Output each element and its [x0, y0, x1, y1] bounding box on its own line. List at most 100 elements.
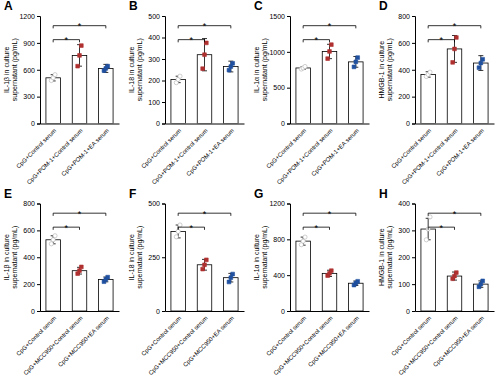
- plot-area: [296, 43, 363, 124]
- dot: [354, 60, 358, 64]
- tick-mark: [287, 239, 290, 240]
- significance-label: *: [328, 21, 332, 31]
- tick-label: 500: [148, 200, 160, 207]
- tick-mark: [412, 311, 415, 312]
- bar: [99, 68, 113, 123]
- tick-mark: [412, 284, 415, 285]
- x-axis: CpG+Control serumCpG+POM-1+Control serum…: [15, 124, 119, 186]
- x-tick: CpG+MCC950+EA serum: [57, 311, 110, 368]
- tick-label: 200: [398, 254, 410, 261]
- dot: [326, 57, 330, 61]
- y-tick: 0: [281, 308, 290, 315]
- y-axis: 0200400600800: [23, 200, 40, 314]
- axis-line: [37, 17, 41, 125]
- bar: [447, 276, 461, 311]
- plot-area: [171, 223, 238, 311]
- y-tick: 1200: [19, 13, 40, 20]
- dot: [79, 265, 83, 269]
- y-axis: 04008001200: [269, 200, 290, 314]
- x-tick: CpG+POM-1+EA serum: [310, 124, 360, 178]
- tick-label: 100: [148, 99, 160, 106]
- y-tick: 400: [398, 200, 415, 207]
- dot: [78, 54, 82, 58]
- x-tick: CpG+MCC950+Control serum: [272, 311, 333, 375]
- tick-label: 800: [398, 13, 410, 20]
- dot: [178, 223, 182, 227]
- significance-label: *: [440, 223, 444, 233]
- dot: [106, 275, 110, 279]
- y-tick: 0: [31, 120, 40, 127]
- axis-line: [287, 17, 291, 125]
- dot: [424, 238, 428, 242]
- panel-label: C: [254, 0, 263, 13]
- dot: [231, 61, 235, 65]
- tick-mark: [37, 97, 40, 98]
- panel-label: B: [129, 0, 138, 13]
- dot: [231, 272, 235, 276]
- significance-label: *: [65, 223, 69, 233]
- dot: [204, 258, 208, 262]
- y-tick: 900: [23, 40, 40, 47]
- tick-label: CpG+POM-1+Control serum: [151, 127, 209, 185]
- y-axis-title: IL-1α in culturesupernatant (pg/mL): [253, 38, 269, 101]
- x-tick: CpG+POM-1+EA serum: [185, 124, 235, 178]
- tick-mark: [412, 97, 415, 98]
- y-tick: 0: [31, 308, 40, 315]
- y-tick: 600: [398, 40, 415, 47]
- x-tick: CpG+MCC950+Control serum: [397, 311, 458, 375]
- x-tick: CpG+MCC950+Control serum: [147, 311, 208, 375]
- tick-mark: [287, 124, 290, 125]
- y-axis-title: IL-1α in culturesupernatant (pg/mL): [253, 226, 269, 289]
- dot: [204, 41, 208, 45]
- tick-mark: [287, 204, 290, 205]
- axis-line: [37, 204, 41, 312]
- tick-label: 800: [273, 236, 285, 243]
- bar: [296, 68, 310, 124]
- y-axis: 050010001500: [269, 13, 290, 128]
- y-axis-title: IL-18 in culturesupernatant (pg/mL): [128, 38, 144, 101]
- y-tick: 100: [398, 281, 415, 288]
- panel: 0200400600800CpG+Control serumCpG+MCC950…: [3, 187, 120, 375]
- dot: [329, 269, 333, 273]
- dot: [201, 67, 205, 71]
- panel: 0200400600800CpG+Control serumCpG+POM-1+…: [378, 0, 495, 185]
- dot: [49, 242, 53, 246]
- x-tick: CpG+MCC950+EA serum: [432, 311, 485, 368]
- tick-label: 0: [281, 120, 285, 127]
- tick-mark: [287, 52, 290, 53]
- dot: [352, 65, 356, 69]
- tick-mark: [37, 124, 40, 125]
- x-tick: CpG+POM-1+EA serum: [435, 124, 485, 178]
- dot: [51, 238, 55, 242]
- panel-label: A: [4, 0, 13, 13]
- axis-line: [416, 124, 495, 125]
- tick-mark: [37, 70, 40, 71]
- y-tick: 0: [281, 120, 290, 127]
- x-axis: CpG+Control serumCpG+POM-1+Control serum…: [265, 124, 369, 186]
- panel: 0100200300400500CpG+Control serumCpG+POM…: [128, 0, 245, 185]
- dot: [481, 279, 485, 283]
- tick-mark: [412, 70, 415, 71]
- dot: [481, 57, 485, 61]
- y-axis-title: IL-18 in culturesupernatant (pg/mL): [128, 226, 144, 289]
- dot: [203, 263, 207, 267]
- dot: [78, 269, 82, 273]
- dot: [328, 50, 332, 54]
- panel: 0250500CpG+Control serumCpG+MCC950+Contr…: [128, 187, 245, 375]
- significance-label: *: [453, 21, 457, 31]
- dot: [303, 64, 307, 68]
- dot: [227, 280, 231, 284]
- dot: [229, 276, 233, 280]
- bar: [72, 271, 86, 311]
- x-axis: CpG+Control serumCpG+MCC950+Control seru…: [390, 311, 494, 375]
- tick-mark: [37, 16, 40, 17]
- x-tick: CpG+MCC950+EA serum: [307, 311, 360, 368]
- dot: [454, 271, 458, 275]
- y-axis: 0250500: [148, 200, 165, 314]
- tick-label: CpG+MCC950+EA serum: [432, 315, 485, 368]
- x-axis: CpG+Control serumCpG+POM-1+Control serum…: [390, 124, 494, 186]
- x-tick: CpG+MCC950+EA serum: [182, 311, 235, 368]
- panel-label: H: [379, 187, 388, 201]
- bar: [349, 62, 363, 124]
- y-tick: 500: [273, 84, 290, 91]
